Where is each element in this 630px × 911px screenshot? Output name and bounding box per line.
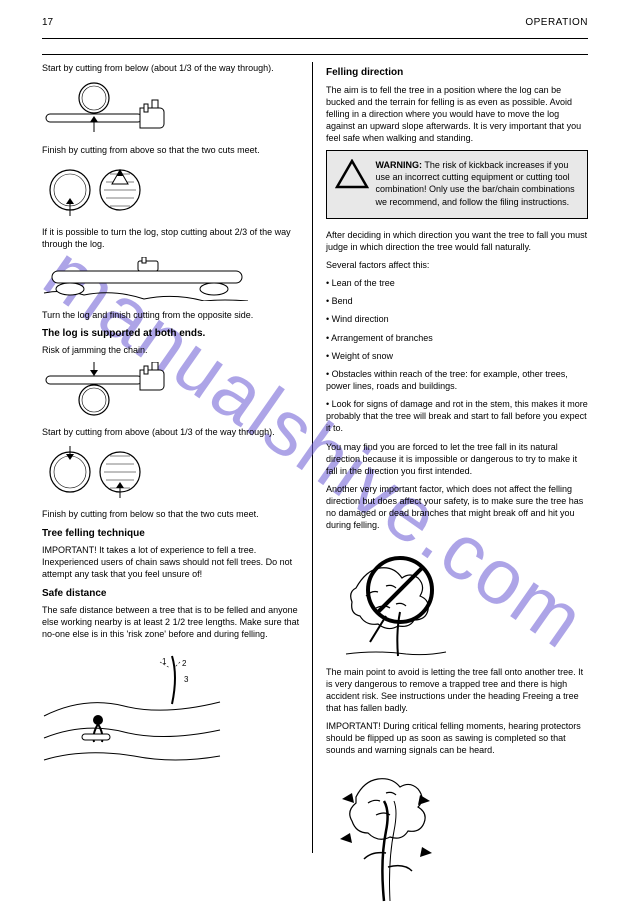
figure-cut-from-above bbox=[42, 362, 302, 418]
figure-log-on-supports bbox=[42, 257, 302, 301]
heading: Safe distance bbox=[42, 587, 302, 601]
para: Another very important factor, which doe… bbox=[326, 483, 588, 532]
top-rule bbox=[42, 38, 588, 39]
para: Risk of jamming the chain. bbox=[42, 344, 302, 356]
warning-triangle-icon bbox=[335, 159, 369, 192]
warning-text: WARNING: The risk of kickback increases … bbox=[376, 159, 576, 208]
list-item: • Wind direction bbox=[326, 313, 588, 325]
para: Start by cutting from above (about 1/3 o… bbox=[42, 426, 302, 438]
para: Start by cutting from below (about 1/3 o… bbox=[42, 62, 302, 74]
heading: The log is supported at both ends. bbox=[42, 327, 302, 341]
para: Finish by cutting from below so that the… bbox=[42, 508, 302, 520]
para: The aim is to fell the tree in a positio… bbox=[326, 84, 588, 145]
header-section-title: OPERATION bbox=[525, 17, 588, 28]
list-item: • Obstacles within reach of the tree: fo… bbox=[326, 368, 588, 392]
list-item: • Arrangement of branches bbox=[326, 332, 588, 344]
warning-box: WARNING: The risk of kickback increases … bbox=[326, 150, 588, 219]
heading: Tree felling technique bbox=[42, 527, 302, 541]
top-rule-2 bbox=[42, 54, 588, 55]
manual-page: 17 OPERATION manualshive.com Start by cu… bbox=[0, 0, 630, 893]
para: IMPORTANT! During critical felling momen… bbox=[326, 720, 588, 756]
warning-label: WARNING: bbox=[376, 160, 423, 170]
figure-finish-from-below bbox=[42, 444, 302, 500]
para: After deciding in which direction you wa… bbox=[326, 229, 588, 253]
svg-text:2: 2 bbox=[182, 659, 187, 668]
list-item: • Bend bbox=[326, 295, 588, 307]
para: Several factors affect this: bbox=[326, 259, 588, 271]
left-column: Start by cutting from below (about 1/3 o… bbox=[42, 62, 302, 774]
para: Turn the log and finish cutting from the… bbox=[42, 309, 302, 321]
para: IMPORTANT! It takes a lot of experience … bbox=[42, 544, 302, 580]
figure-cut-from-below bbox=[42, 80, 302, 136]
column-divider bbox=[312, 62, 313, 853]
para: The safe distance between a tree that is… bbox=[42, 604, 302, 640]
page-number: 17 bbox=[42, 17, 53, 28]
right-column: Felling direction The aim is to fell the… bbox=[326, 62, 588, 911]
para: If it is possible to turn the log, stop … bbox=[42, 226, 302, 250]
figure-risk-zone: 2 1 3 bbox=[42, 646, 302, 766]
figure-dead-branches bbox=[326, 763, 588, 903]
para: The main point to avoid is letting the t… bbox=[326, 666, 588, 715]
para: Finish by cutting from above so that the… bbox=[42, 144, 302, 156]
list-item: • Look for signs of damage and rot in th… bbox=[326, 398, 588, 434]
svg-text:3: 3 bbox=[184, 675, 189, 684]
list-item: • Lean of the tree bbox=[326, 277, 588, 289]
para: You may find you are forced to let the t… bbox=[326, 441, 588, 477]
figure-no-fall-on-tree bbox=[326, 538, 588, 658]
heading: Felling direction bbox=[326, 66, 588, 80]
list-item: • Weight of snow bbox=[326, 350, 588, 362]
figure-two-cuts-meet bbox=[42, 162, 302, 218]
